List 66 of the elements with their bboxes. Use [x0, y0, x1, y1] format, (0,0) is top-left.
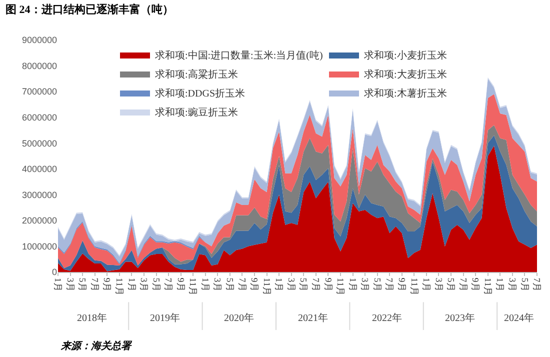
legend-label: 求和项:大麦折玉米	[364, 68, 447, 80]
text: 2022年	[372, 312, 402, 324]
x-tick-label: 11月	[262, 278, 272, 296]
x-tick-label: 11月	[409, 278, 420, 296]
x-tick-label: 11月	[188, 278, 198, 296]
x-tick-label: 5月	[78, 278, 88, 292]
x-tick-label: 9月	[470, 278, 481, 292]
y-tick-label: 9000000	[22, 35, 57, 46]
y-tick-label: 5000000	[22, 138, 57, 148]
text: 2018年	[77, 312, 107, 324]
text: 2024年	[504, 312, 534, 324]
x-tick-label: 3月	[434, 278, 444, 292]
x-tick-label: 5月	[372, 278, 382, 292]
x-tick-label: 5月	[151, 278, 162, 292]
x-tick-label: 3月	[508, 278, 518, 292]
text: 2021年	[298, 312, 328, 324]
legend-label: 求和项:木薯折玉米	[364, 87, 447, 100]
y-tick-label: 4000000	[22, 164, 57, 174]
text: 2023年	[445, 312, 475, 324]
x-tick-label: 1月	[126, 278, 137, 292]
x-tick-label: 3月	[360, 278, 370, 292]
y-tick-label: 7000000	[22, 86, 57, 97]
chart-title: 图 24：进口结构已逐渐丰富（吨）	[6, 3, 174, 16]
y-tick-label: 8000000	[22, 60, 57, 71]
y-tick-label: 6000000	[22, 112, 57, 122]
x-tick-label: 7月	[310, 278, 321, 292]
x-tick-label: 1月	[53, 278, 64, 292]
x-tick-label: 11月	[482, 278, 493, 296]
x-tick-label: 1月	[495, 278, 506, 292]
source-note: 来源：海关总署	[60, 340, 133, 352]
x-tick-label: 9月	[323, 278, 334, 292]
legend-label: 求和项:中国:进口数量:玉米:当月值(吨)	[155, 49, 323, 62]
y-tick-label: 3000000	[22, 190, 57, 200]
x-tick-label: 5月	[446, 278, 456, 292]
x-tick-label: 9月	[250, 278, 260, 292]
x-tick-label: 3月	[139, 278, 150, 292]
x-tick-label: 3月	[286, 278, 296, 292]
text: 2019年	[150, 312, 180, 324]
x-tick-label: 7月	[532, 278, 542, 292]
x-tick-label: 9月	[176, 278, 186, 292]
x-tick-label: 3月	[65, 278, 76, 292]
x-tick-label: 1月	[274, 278, 284, 292]
x-tick-label: 1月	[200, 278, 210, 292]
x-tick-label: 3月	[212, 278, 223, 292]
legend-label: 求和项:小麦折玉米	[364, 49, 447, 62]
text: 2020年	[224, 312, 254, 324]
legend-label: 求和项:高粱折玉米	[155, 68, 238, 80]
x-tick-label: 7月	[458, 278, 468, 292]
x-tick-label: 7月	[90, 278, 100, 292]
x-tick-label: 11月	[114, 278, 124, 296]
x-tick-label: 5月	[225, 278, 236, 292]
x-tick-label: 9月	[102, 278, 112, 292]
x-tick-label: 7月	[164, 278, 174, 292]
y-tick-label: 2000000	[22, 216, 57, 226]
x-tick-label: 9月	[396, 278, 407, 292]
legend-label: 求和项:DDGS折玉米	[155, 87, 246, 100]
x-tick-label: 7月	[237, 278, 248, 292]
legend-label: 求和项:豌豆折玉米	[155, 106, 238, 118]
x-tick-label: 1月	[348, 278, 358, 292]
x-tick-label: 1月	[422, 278, 432, 292]
x-tick-label: 7月	[384, 278, 395, 292]
y-tick-label: 0	[52, 267, 57, 278]
x-tick-label: 5月	[520, 278, 530, 292]
x-tick-label: 11月	[336, 278, 346, 296]
x-tick-label: 5月	[298, 278, 309, 292]
y-tick-label: 1000000	[22, 241, 57, 252]
